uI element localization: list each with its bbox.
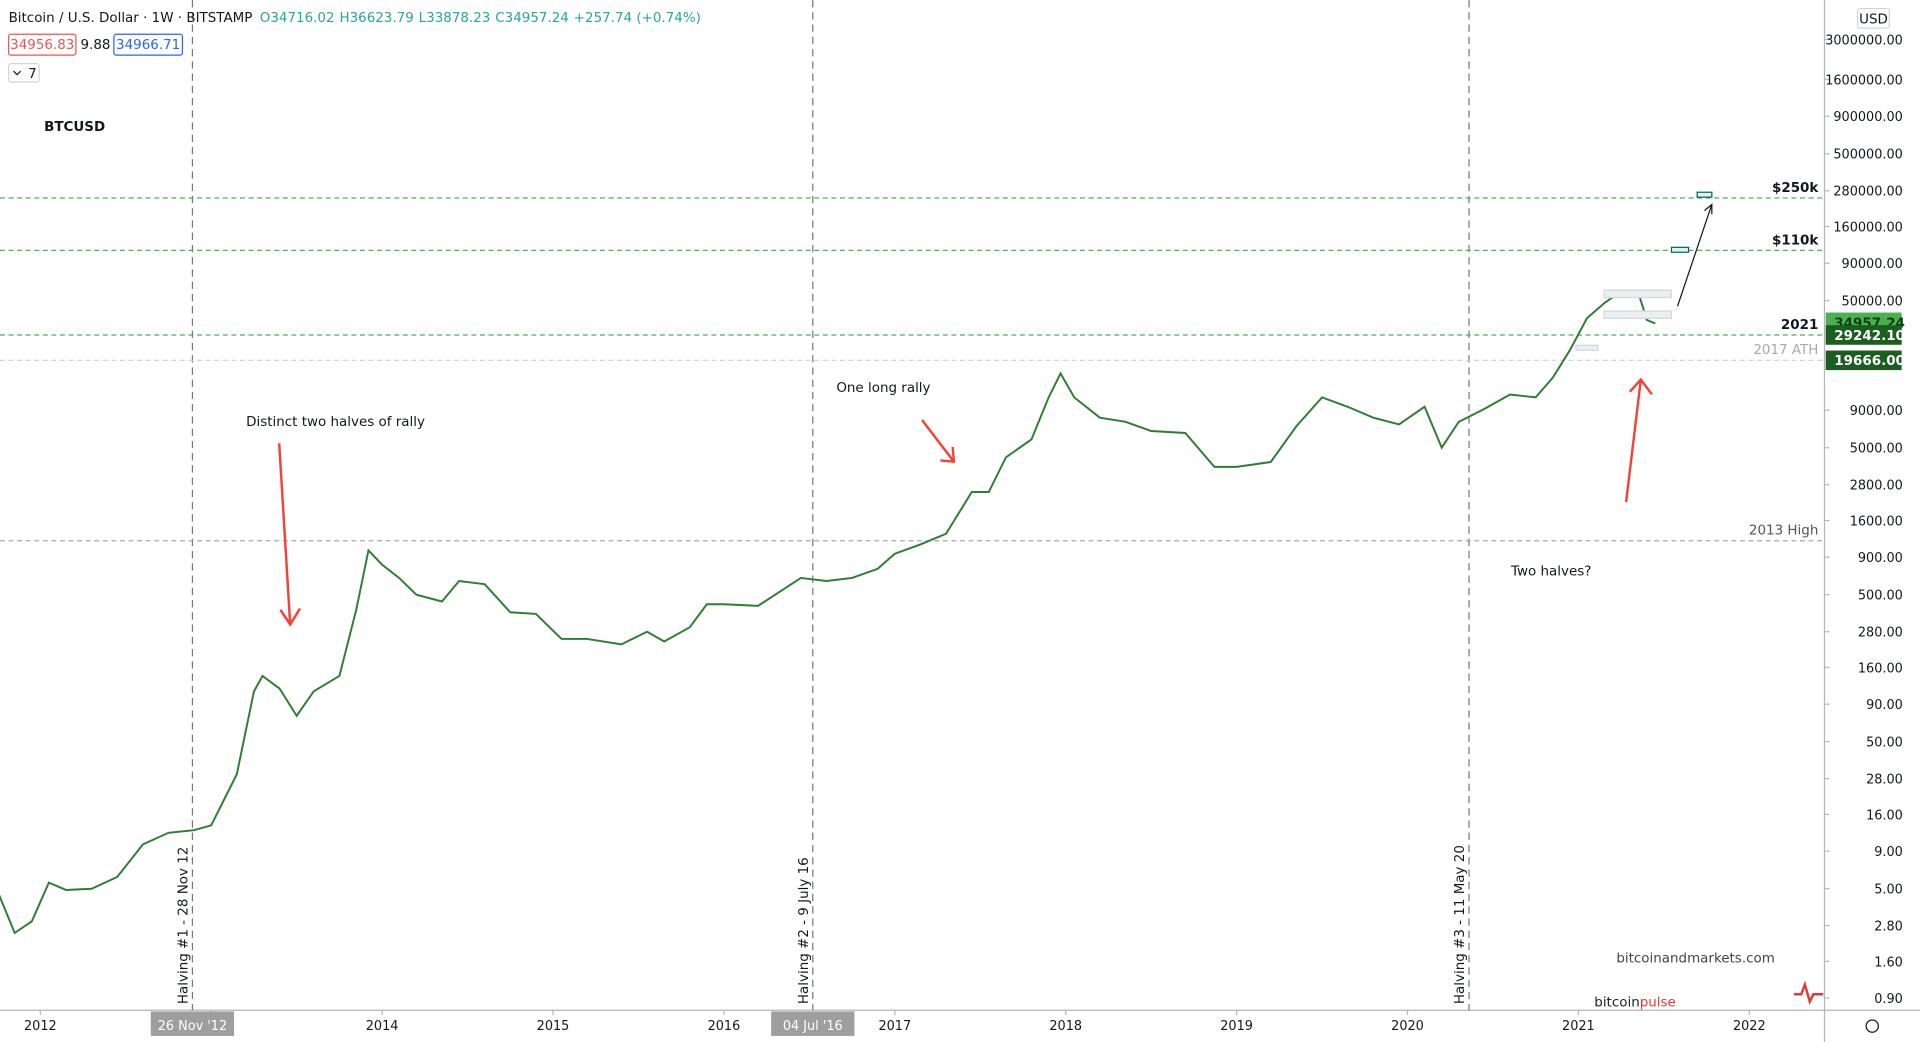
y-tick-label: 90.00: [1866, 698, 1903, 713]
low: L33878.23: [419, 11, 491, 26]
y-tick-label: 16.00: [1866, 808, 1903, 823]
x-tick-label: 2016: [708, 1019, 741, 1034]
price-tag: [1825, 325, 1902, 345]
x-tick-label: 2017: [878, 1019, 911, 1034]
y-tick-label: 3000000.00: [1825, 33, 1903, 48]
y-tick-label: 9000.00: [1850, 404, 1903, 419]
watermark-site: bitcoinandmarkets.com: [1616, 951, 1775, 966]
annotation: Two halves?: [1510, 565, 1591, 580]
target-box: [1670, 246, 1690, 253]
y-tick-label: 160000.00: [1833, 220, 1902, 235]
currency-box: [1856, 7, 1891, 29]
spread: 9.88: [81, 38, 111, 53]
level-label: $250k: [1772, 181, 1819, 196]
settings-icon[interactable]: [1865, 1019, 1879, 1033]
projection-box: [1575, 344, 1599, 351]
x-tick-label: 2018: [1049, 1019, 1082, 1034]
close: C34957.24: [495, 11, 569, 26]
arrows: [277, 377, 1653, 627]
plot: Halving #1 - 28 Nov 12 Halving #2 - 9 Jul…: [0, 0, 1825, 1011]
currency: USD: [1859, 12, 1888, 27]
y-tick-label: 900.00: [1858, 551, 1903, 566]
level-label: 2021: [1781, 318, 1818, 333]
halving-label: Halving #1 - 28 Nov 12: [177, 847, 192, 1004]
y-tick-label: 90000.00: [1842, 257, 1903, 272]
date-highlight: [150, 1011, 235, 1036]
watermark-brand: bitcoinpulse: [1594, 996, 1676, 1011]
brand: bitcoin: [1594, 996, 1639, 1011]
level-label: 2013 High: [1749, 524, 1818, 539]
y-tick-label: 0.90: [1874, 992, 1903, 1007]
x-tick-label: 2014: [366, 1019, 399, 1034]
x-tick-label: 2019: [1220, 1019, 1253, 1034]
y-tick-label: 900000.00: [1833, 110, 1902, 125]
indicators-toggle[interactable]: [7, 63, 40, 83]
ask-box[interactable]: [113, 33, 184, 56]
y-tick-label: 5.00: [1874, 883, 1903, 898]
level-label: 2017 ATH: [1753, 343, 1818, 358]
high: H36623.79: [339, 11, 413, 26]
change: +257.74 (+0.74%): [574, 11, 701, 26]
y-tick-label: 50.00: [1866, 736, 1903, 751]
x-tick-label: 2022: [1733, 1019, 1766, 1034]
y-tick-label: 500000.00: [1833, 148, 1902, 163]
price-tag: [1825, 350, 1902, 371]
date-highlight: [771, 1011, 855, 1036]
y-tick-label: 1600000.00: [1825, 73, 1903, 88]
arrow: [921, 419, 956, 463]
brand: pulse: [1640, 996, 1676, 1011]
annotation: One long rally: [836, 381, 930, 396]
date-highlight-label: 26 Nov '12: [158, 1019, 227, 1034]
level-label: $110k: [1772, 233, 1819, 248]
price-tag-label: 29242.10: [1834, 329, 1905, 344]
y-tick-label: 280.00: [1858, 626, 1903, 641]
price-tag-label: 19666.00: [1834, 354, 1905, 369]
x-tick-label: 2021: [1562, 1019, 1595, 1034]
y-tick-label: 1.60: [1874, 955, 1903, 970]
open: O34716.02: [260, 11, 335, 26]
indicators-count: 7: [28, 67, 37, 82]
arrow: [1624, 377, 1653, 503]
y-tick-label: 500.00: [1858, 589, 1903, 604]
y-tick-label: 9.00: [1874, 845, 1903, 860]
y-tick-label: 2.80: [1874, 920, 1903, 935]
y-tick-label: 5000.00: [1850, 442, 1903, 457]
target-box: [1696, 191, 1713, 198]
y-tick-label: 28.00: [1866, 773, 1903, 788]
y-tick-label: 50000.00: [1842, 295, 1903, 310]
symbol: Bitcoin / U.S. Dollar · 1W · BITSTAMP: [9, 11, 253, 26]
bid: 34956.83: [10, 38, 74, 53]
y-tick-label: 160.00: [1858, 661, 1903, 676]
y-tick-label: 280000.00: [1833, 185, 1902, 200]
symbol-annotation: BTCUSD: [44, 120, 105, 135]
y-tick-label: 1600.00: [1850, 514, 1903, 529]
ask: 34966.71: [116, 38, 180, 53]
bid-box[interactable]: [7, 33, 77, 56]
chevron: [13, 70, 22, 76]
price-line: [0, 290, 1656, 935]
halving-label: Halving #2 - 9 July 16: [797, 857, 812, 1004]
target-arrow: [1676, 203, 1713, 307]
projection-box: [1603, 310, 1673, 319]
x-tick-label: 2012: [24, 1019, 57, 1034]
legend: Bitcoin / U.S. Dollar · 1W · BITSTAMP O34…: [9, 11, 701, 26]
x-tick-label: 2015: [537, 1019, 570, 1034]
x-tick-label: 2020: [1391, 1019, 1424, 1034]
pulse-icon: [1793, 980, 1824, 1005]
date-highlight-label: 04 Jul '16: [783, 1019, 843, 1034]
halving-label: Halving #3 - 11 May 20: [1453, 845, 1468, 1004]
annotation: Distinct two halves of rally: [246, 415, 425, 430]
projection-box: [1603, 289, 1673, 299]
y-tick-label: 2800.00: [1850, 479, 1903, 494]
arrow: [277, 443, 302, 627]
